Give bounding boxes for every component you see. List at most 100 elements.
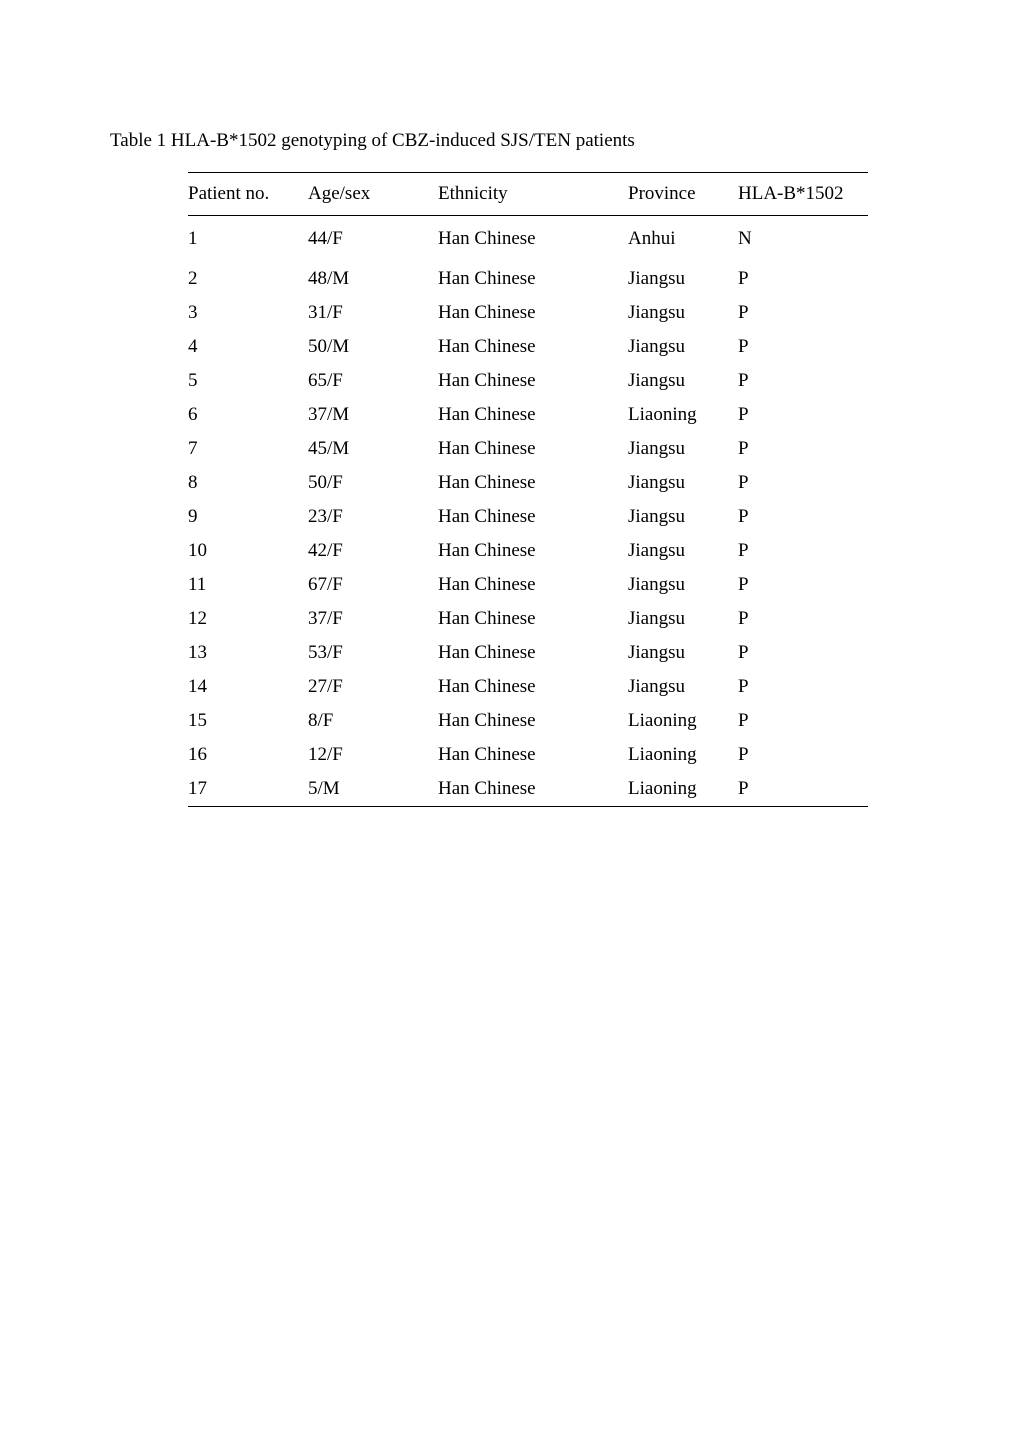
table-row: 8 50/F Han Chinese Jiangsu P bbox=[188, 466, 868, 500]
cell-hla: P bbox=[738, 466, 868, 500]
cell-patient: 8 bbox=[188, 466, 308, 500]
table-row: 10 42/F Han Chinese Jiangsu P bbox=[188, 534, 868, 568]
table-row: 4 50/M Han Chinese Jiangsu P bbox=[188, 330, 868, 364]
cell-age: 50/F bbox=[308, 466, 438, 500]
col-header-age: Age/sex bbox=[308, 173, 438, 216]
cell-hla: P bbox=[738, 738, 868, 772]
cell-eth: Han Chinese bbox=[438, 296, 628, 330]
cell-age: 23/F bbox=[308, 500, 438, 534]
cell-hla: P bbox=[738, 500, 868, 534]
cell-age: 12/F bbox=[308, 738, 438, 772]
cell-age: 31/F bbox=[308, 296, 438, 330]
cell-prov: Jiangsu bbox=[628, 534, 738, 568]
cell-age: 65/F bbox=[308, 364, 438, 398]
col-header-eth: Ethnicity bbox=[438, 173, 628, 216]
cell-patient: 4 bbox=[188, 330, 308, 364]
cell-eth: Han Chinese bbox=[438, 216, 628, 263]
table-row: 1 44/F Han Chinese Anhui N bbox=[188, 216, 868, 263]
cell-prov: Liaoning bbox=[628, 772, 738, 807]
table-row: 7 45/M Han Chinese Jiangsu P bbox=[188, 432, 868, 466]
cell-age: 67/F bbox=[308, 568, 438, 602]
cell-age: 37/F bbox=[308, 602, 438, 636]
cell-hla: P bbox=[738, 568, 868, 602]
cell-hla: P bbox=[738, 262, 868, 296]
cell-prov: Jiangsu bbox=[628, 364, 738, 398]
cell-prov: Jiangsu bbox=[628, 636, 738, 670]
col-header-patient: Patient no. bbox=[188, 173, 308, 216]
cell-patient: 16 bbox=[188, 738, 308, 772]
cell-hla: P bbox=[738, 432, 868, 466]
cell-eth: Han Chinese bbox=[438, 534, 628, 568]
table-row: 9 23/F Han Chinese Jiangsu P bbox=[188, 500, 868, 534]
cell-eth: Han Chinese bbox=[438, 602, 628, 636]
cell-hla: N bbox=[738, 216, 868, 263]
cell-eth: Han Chinese bbox=[438, 364, 628, 398]
cell-patient: 9 bbox=[188, 500, 308, 534]
cell-patient: 14 bbox=[188, 670, 308, 704]
cell-prov: Jiangsu bbox=[628, 602, 738, 636]
cell-eth: Han Chinese bbox=[438, 636, 628, 670]
cell-eth: Han Chinese bbox=[438, 330, 628, 364]
cell-hla: P bbox=[738, 398, 868, 432]
col-header-prov: Province bbox=[628, 173, 738, 216]
table-row: 13 53/F Han Chinese Jiangsu P bbox=[188, 636, 868, 670]
cell-age: 27/F bbox=[308, 670, 438, 704]
cell-hla: P bbox=[738, 772, 868, 807]
cell-patient: 7 bbox=[188, 432, 308, 466]
table-row: 2 48/M Han Chinese Jiangsu P bbox=[188, 262, 868, 296]
cell-age: 37/M bbox=[308, 398, 438, 432]
cell-hla: P bbox=[738, 534, 868, 568]
cell-prov: Liaoning bbox=[628, 704, 738, 738]
cell-prov: Liaoning bbox=[628, 398, 738, 432]
cell-age: 50/M bbox=[308, 330, 438, 364]
cell-hla: P bbox=[738, 636, 868, 670]
cell-eth: Han Chinese bbox=[438, 262, 628, 296]
cell-hla: P bbox=[738, 670, 868, 704]
data-table: Patient no. Age/sex Ethnicity Province H… bbox=[188, 172, 868, 807]
cell-hla: P bbox=[738, 364, 868, 398]
page: Table 1 HLA-B*1502 genotyping of CBZ-ind… bbox=[0, 0, 1020, 1443]
cell-eth: Han Chinese bbox=[438, 568, 628, 602]
cell-eth: Han Chinese bbox=[438, 738, 628, 772]
cell-eth: Han Chinese bbox=[438, 704, 628, 738]
cell-age: 48/M bbox=[308, 262, 438, 296]
cell-prov: Jiangsu bbox=[628, 670, 738, 704]
cell-age: 44/F bbox=[308, 216, 438, 263]
cell-patient: 10 bbox=[188, 534, 308, 568]
cell-prov: Liaoning bbox=[628, 738, 738, 772]
cell-age: 5/M bbox=[308, 772, 438, 807]
cell-prov: Jiangsu bbox=[628, 568, 738, 602]
cell-hla: P bbox=[738, 330, 868, 364]
table-caption: Table 1 HLA-B*1502 genotyping of CBZ-ind… bbox=[110, 130, 880, 152]
table-row: 11 67/F Han Chinese Jiangsu P bbox=[188, 568, 868, 602]
table-row: 16 12/F Han Chinese Liaoning P bbox=[188, 738, 868, 772]
cell-patient: 15 bbox=[188, 704, 308, 738]
cell-prov: Jiangsu bbox=[628, 262, 738, 296]
cell-patient: 12 bbox=[188, 602, 308, 636]
cell-age: 45/M bbox=[308, 432, 438, 466]
cell-eth: Han Chinese bbox=[438, 466, 628, 500]
table-body: 1 44/F Han Chinese Anhui N 2 48/M Han Ch… bbox=[188, 216, 868, 807]
table-row: 6 37/M Han Chinese Liaoning P bbox=[188, 398, 868, 432]
cell-patient: 1 bbox=[188, 216, 308, 263]
table-header-row: Patient no. Age/sex Ethnicity Province H… bbox=[188, 173, 868, 216]
table-row: 3 31/F Han Chinese Jiangsu P bbox=[188, 296, 868, 330]
cell-eth: Han Chinese bbox=[438, 772, 628, 807]
cell-patient: 3 bbox=[188, 296, 308, 330]
cell-patient: 5 bbox=[188, 364, 308, 398]
cell-patient: 17 bbox=[188, 772, 308, 807]
cell-age: 53/F bbox=[308, 636, 438, 670]
cell-age: 8/F bbox=[308, 704, 438, 738]
cell-patient: 6 bbox=[188, 398, 308, 432]
cell-hla: P bbox=[738, 704, 868, 738]
cell-patient: 2 bbox=[188, 262, 308, 296]
table-row: 15 8/F Han Chinese Liaoning P bbox=[188, 704, 868, 738]
table-row: 12 37/F Han Chinese Jiangsu P bbox=[188, 602, 868, 636]
cell-prov: Jiangsu bbox=[628, 296, 738, 330]
cell-hla: P bbox=[738, 296, 868, 330]
table-row: 17 5/M Han Chinese Liaoning P bbox=[188, 772, 868, 807]
cell-prov: Jiangsu bbox=[628, 330, 738, 364]
cell-hla: P bbox=[738, 602, 868, 636]
cell-eth: Han Chinese bbox=[438, 500, 628, 534]
cell-eth: Han Chinese bbox=[438, 432, 628, 466]
